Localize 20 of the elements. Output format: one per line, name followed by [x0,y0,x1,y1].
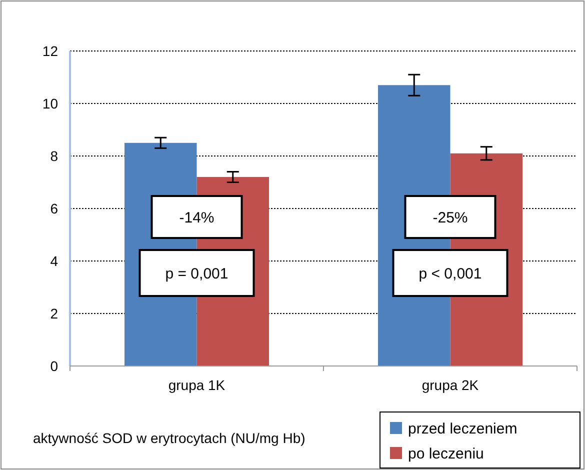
x-tick-label: grupa 1K [168,377,226,393]
x-axis-title: aktywność SOD w erytrocytach (NU/mg Hb) [33,430,306,446]
label-box: p = 0,001 [138,249,255,297]
y-tick-label: 4 [50,252,58,269]
legend-label: po leczeniu [408,445,484,462]
label-box: p < 0,001 [392,249,508,297]
y-tick-label: 8 [50,148,58,164]
legend-label: przed leczeniem [408,420,518,438]
y-tick-label: 10 [42,95,58,112]
annotation: -14% [179,209,214,226]
label-box: -14% [150,195,243,239]
x-tick-label: grupa 2K [422,377,480,393]
y-tick-label: 6 [50,200,58,216]
y-tick-label: 2 [50,305,58,322]
y-tick-label: 0 [50,358,58,374]
annotation: p = 0,001 [165,265,228,282]
annotation: -25% [432,209,468,226]
label-box: -25% [404,195,496,239]
y-tick-label: 12 [42,42,58,59]
annotation: p < 0,001 [418,265,482,282]
